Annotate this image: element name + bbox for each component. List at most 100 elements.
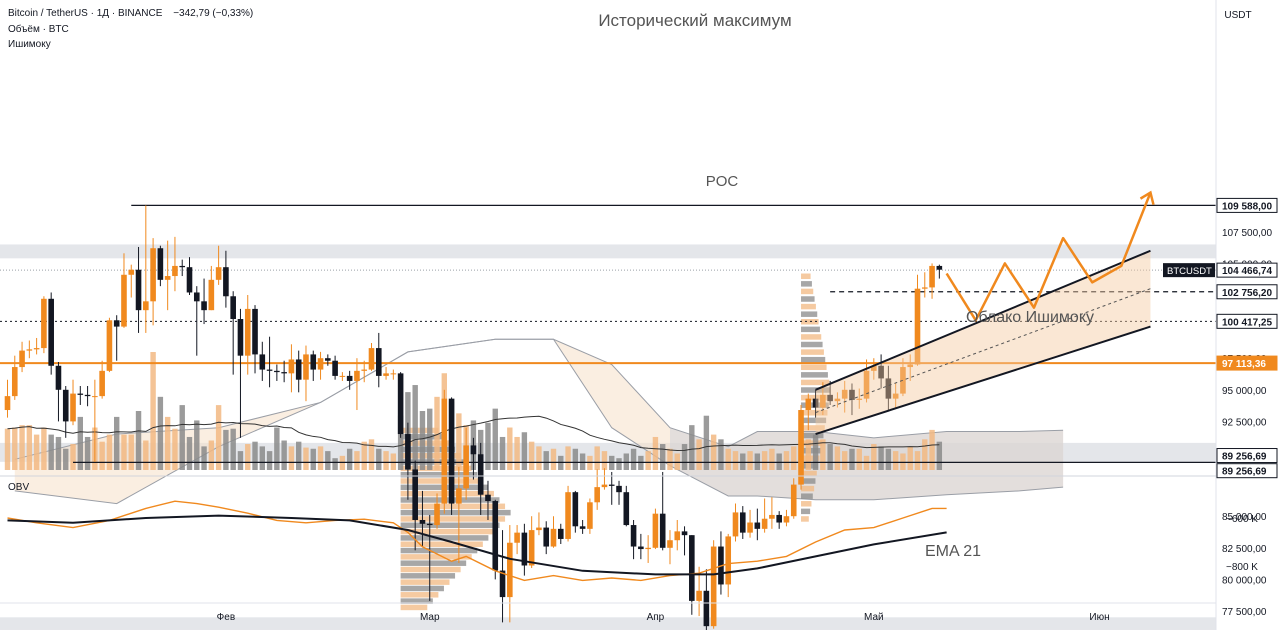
candle-body	[732, 512, 739, 537]
time-axis-label: Май	[864, 612, 884, 623]
volume-bar	[135, 411, 142, 470]
candle-body	[426, 523, 433, 526]
price-tag-box	[1216, 197, 1278, 213]
volume-bar	[281, 440, 287, 470]
price-tag-box	[1216, 262, 1278, 278]
volume-bar	[427, 408, 433, 470]
volume-profile-march-row	[400, 579, 450, 585]
candle-body	[70, 393, 76, 422]
volume-bar	[652, 436, 659, 470]
volume-bar	[645, 451, 651, 470]
candle-body	[92, 396, 98, 398]
volume-legend[interactable]: Объём · BTC	[8, 24, 69, 35]
candle-body	[55, 365, 62, 390]
candle-body	[878, 365, 884, 379]
volume-bar	[19, 425, 25, 470]
volume-profile-march-row	[400, 585, 444, 592]
volume-bar	[26, 425, 33, 470]
candle-body	[252, 308, 258, 355]
volume-profile-april-row	[801, 326, 820, 333]
candle-body	[201, 301, 207, 311]
price-tag-label: 104 466,74	[1222, 266, 1272, 277]
candle-body	[448, 398, 455, 504]
candle-body	[616, 485, 622, 493]
time-axis-label: Мар	[420, 612, 440, 623]
volume-bar	[630, 448, 637, 470]
volume-profile-april-row	[801, 508, 811, 515]
candle-body	[41, 298, 47, 349]
symbol-legend[interactable]: Bitcoin / TetherUS · 1Д · BINANCE −342,7…	[8, 8, 253, 19]
volume-bar	[667, 448, 673, 470]
volume-bar	[594, 446, 600, 470]
price-change: −342,79 (−0,33%)	[173, 8, 254, 19]
ichimoku-span-b	[14, 338, 1064, 501]
candle-body	[477, 454, 484, 495]
volume-bar	[812, 434, 819, 470]
candle-body	[514, 532, 520, 543]
volume-profile-april-row	[801, 364, 827, 371]
candle-body	[608, 484, 615, 486]
volume-bar	[361, 441, 367, 470]
volume-profile-april-row	[801, 303, 816, 310]
candle-body	[739, 512, 746, 533]
candle-body	[325, 358, 331, 361]
volume-profile-march-row	[400, 516, 506, 522]
volume-bar	[434, 396, 440, 470]
volume-bar	[579, 453, 586, 470]
volume-profile-march-row	[400, 503, 506, 510]
candle-body	[4, 396, 11, 411]
volume-profile-march-row	[400, 598, 433, 604]
candle-body	[310, 354, 317, 370]
candle-body	[900, 367, 906, 394]
volume-profile-april-row	[801, 485, 815, 492]
price-tick-label: 82 500,00	[1222, 544, 1267, 555]
volume-profile-march-row	[400, 566, 461, 573]
price-tag-label: 97 113,36	[1222, 359, 1266, 370]
volume-profile-april-row	[801, 349, 824, 355]
price-tag-label: 100 417,25	[1222, 317, 1272, 328]
candle-body	[936, 265, 943, 270]
candle-body	[223, 267, 229, 297]
volume-bar	[48, 434, 54, 470]
volume-bar	[710, 434, 717, 470]
volume-bar	[354, 451, 360, 470]
candle-body	[543, 527, 550, 547]
volume-profile-april-row	[801, 470, 817, 477]
candle-body	[747, 522, 753, 533]
volume-profile-april-row	[801, 440, 823, 446]
volume-profile-march-row	[400, 535, 489, 541]
volume-bar	[114, 416, 120, 470]
candle-body	[703, 590, 710, 627]
candle-body	[710, 546, 717, 627]
volume-bar	[725, 448, 731, 470]
volume-bar	[696, 439, 702, 470]
candle-body	[143, 301, 149, 311]
currency-label: USDT	[1224, 10, 1251, 21]
ema21-line	[7, 514, 947, 576]
candle-body	[594, 487, 600, 503]
candle-body	[48, 298, 54, 366]
candle-body	[572, 492, 579, 527]
forecast-arrow-icon	[1139, 190, 1155, 205]
volume-bar	[922, 439, 928, 470]
price-tag-box	[1216, 313, 1278, 329]
volume-profile-march-row	[400, 547, 478, 554]
volume-bar	[936, 441, 943, 470]
candle-body	[696, 590, 702, 601]
candle-body	[492, 501, 499, 571]
candle-body	[186, 267, 193, 293]
candle-body	[754, 522, 761, 529]
volume-profile-april-row	[801, 341, 823, 348]
cloud-annotation: Облако Ишимоку	[966, 309, 1094, 326]
volume-bar	[310, 448, 316, 470]
volume-profile-march-row	[400, 604, 428, 611]
volume-bar	[164, 416, 171, 470]
candle-body	[230, 296, 236, 320]
ichimoku-legend[interactable]: Ишимоку	[8, 39, 51, 50]
candle-body	[798, 410, 804, 485]
volume-bar	[397, 415, 404, 470]
volume-bar	[143, 440, 149, 470]
volume-profile-april-row	[801, 516, 809, 522]
